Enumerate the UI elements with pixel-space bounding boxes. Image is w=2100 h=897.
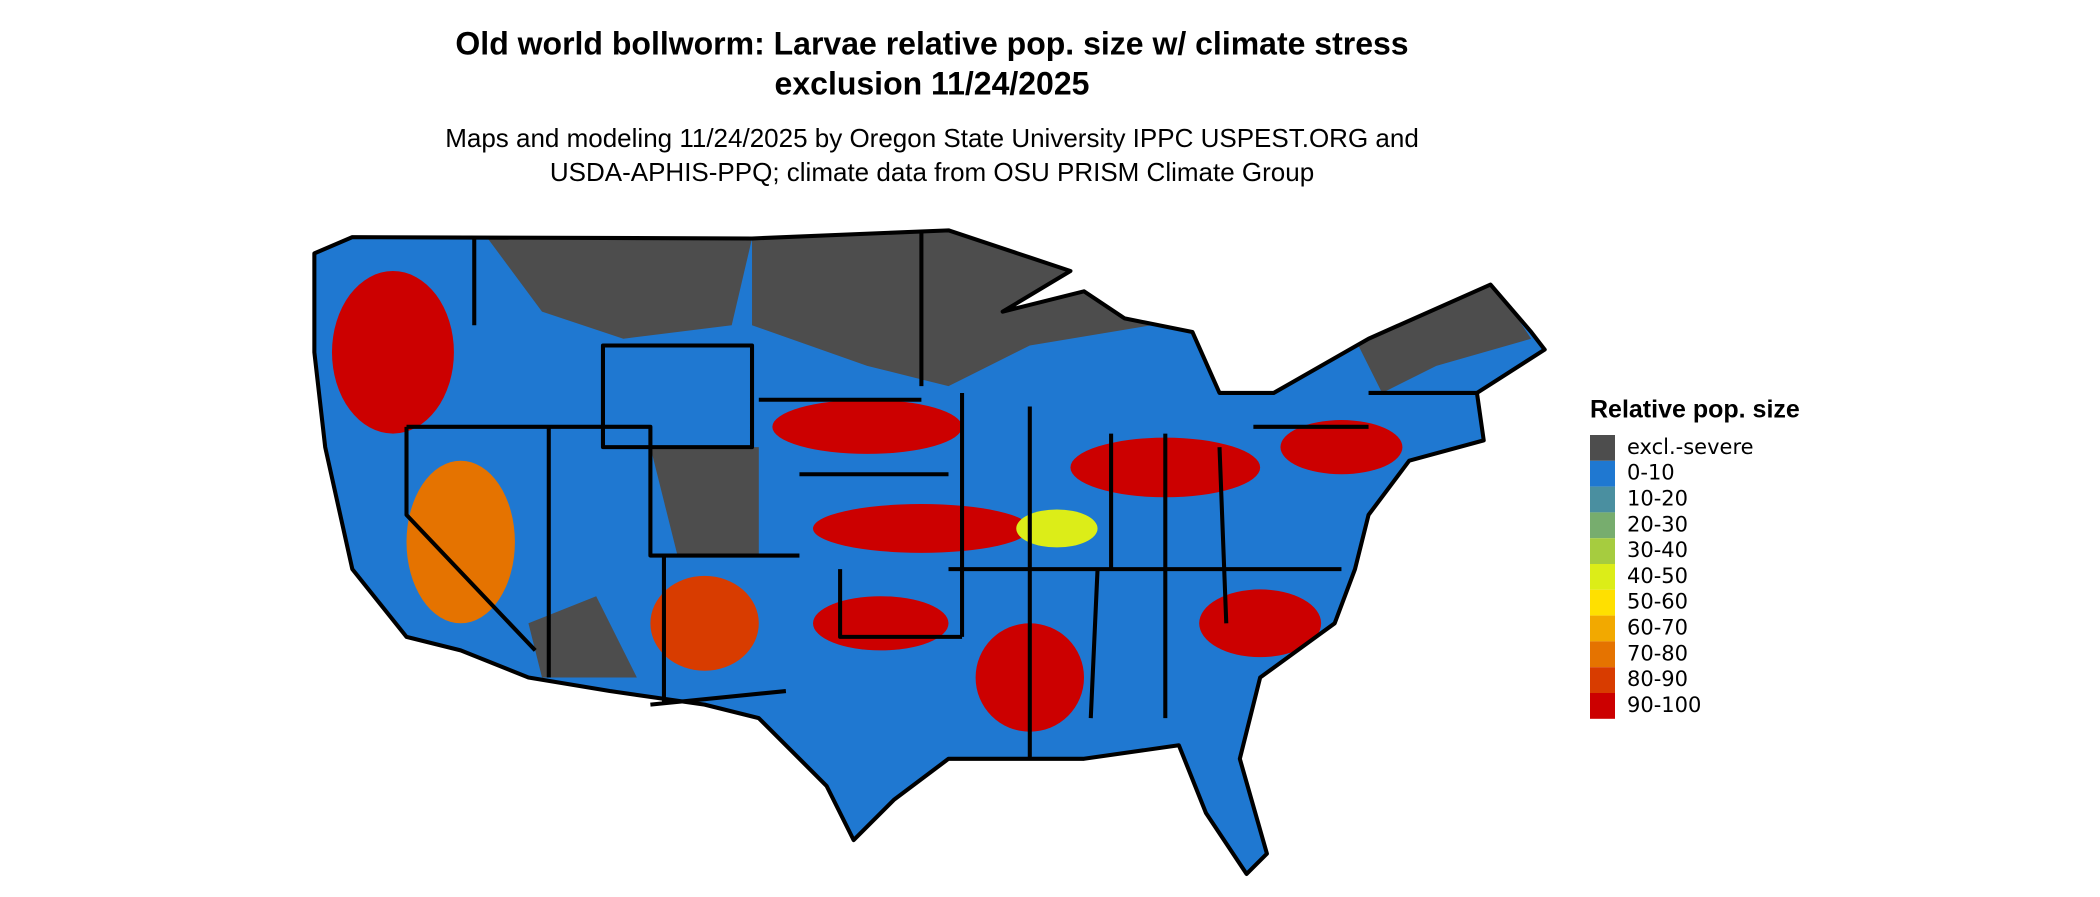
legend-label: excl.-severe: [1627, 435, 1754, 459]
us-map: [298, 217, 1558, 892]
legend-swatch: [1590, 667, 1615, 693]
legend-swatch: [1590, 564, 1615, 590]
region: [650, 447, 759, 556]
legend-label: 80-90: [1627, 667, 1688, 691]
legend-swatch: [1590, 435, 1615, 461]
map-fill: [314, 230, 1545, 874]
region: [487, 238, 753, 339]
region: [772, 399, 963, 454]
legend-swatch: [1590, 693, 1615, 719]
legend-swatch: [1590, 460, 1615, 487]
region: [752, 230, 1152, 387]
region: [406, 460, 515, 624]
legend-label: 70-80: [1627, 641, 1688, 665]
title: Old world bollworm: Larvae relative pop.…: [455, 25, 1408, 61]
legend: excl.-severe0-1010-2020-3030-4040-5050-6…: [1590, 435, 1754, 719]
region: [1280, 420, 1403, 475]
region: [813, 504, 1030, 553]
subtitle: USDA-APHIS-PPQ; climate data from OSU PR…: [550, 157, 1314, 187]
legend-swatch: [1590, 615, 1615, 642]
region: [1016, 509, 1098, 548]
legend-label: 90-100: [1627, 693, 1701, 717]
legend-swatch: [1590, 486, 1615, 513]
region: [813, 596, 949, 651]
legend-swatch: [1590, 641, 1615, 668]
legend-label: 50-60: [1627, 590, 1688, 614]
legend-label: 60-70: [1627, 616, 1688, 640]
legend-swatch: [1590, 512, 1615, 539]
legend-title: Relative pop. size: [1590, 396, 1800, 424]
legend-swatch: [1590, 538, 1615, 564]
region: [650, 575, 759, 671]
region: [331, 271, 454, 434]
legend-label: 10-20: [1627, 487, 1688, 511]
subtitle: Maps and modeling 11/24/2025 by Oregon S…: [445, 123, 1419, 153]
legend-label: 20-30: [1627, 512, 1688, 536]
legend-label: 0-10: [1627, 461, 1675, 485]
title: exclusion 11/24/2025: [775, 65, 1090, 101]
legend-label: 30-40: [1627, 538, 1688, 562]
state-borders: [404, 230, 1477, 759]
region: [1199, 589, 1322, 658]
legend-swatch: [1590, 589, 1615, 616]
region: [1355, 277, 1532, 393]
region: [528, 596, 637, 678]
legend-label: 40-50: [1627, 564, 1688, 588]
